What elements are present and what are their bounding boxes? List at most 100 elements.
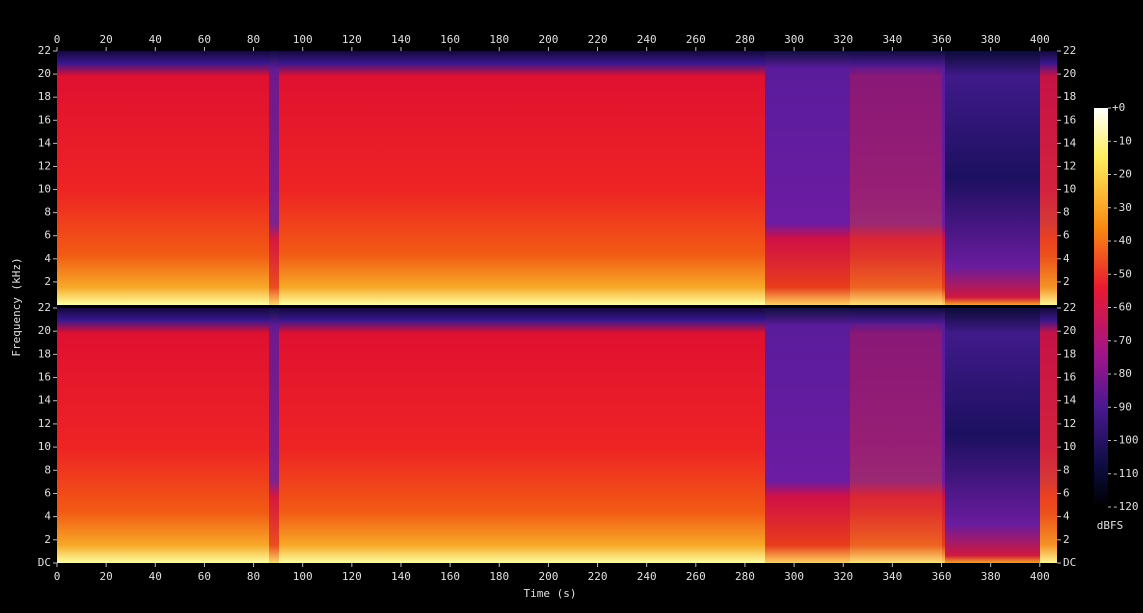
x-tick-label: 40 [149,33,162,46]
x-tick-label: 200 [538,33,558,46]
x-tick-label: 380 [981,33,1001,46]
x-tick-label: 120 [342,570,362,583]
y-tick-label: 4 [44,510,51,523]
y-tick-label: 16 [1063,371,1076,384]
x-tick-label: 280 [735,33,755,46]
y-tick-label: 2 [44,533,51,546]
x-tick-label: 240 [637,33,657,46]
y-tick-label: 8 [44,206,51,219]
y-tick-label: 18 [38,90,51,103]
x-tick-label: 80 [247,33,260,46]
y-tick-label: 22 [1063,301,1076,314]
x-tick-label: 0 [54,33,61,46]
y-tick-label: 10 [38,183,51,196]
x-tick-label: 20 [100,570,113,583]
y-tick-label: 4 [44,252,51,265]
x-tick-label: 260 [686,33,706,46]
x-tick-label: 120 [342,33,362,46]
x-tick-label: 220 [588,33,608,46]
y-tick-label: 16 [38,113,51,126]
colorbar-tick-label: -40 [1112,234,1132,247]
x-tick-label: 260 [686,570,706,583]
y-tick-label: 2 [1063,275,1070,288]
y-tick-label: 18 [1063,347,1076,360]
x-tick-label: 180 [489,33,509,46]
y-tick-label: 4 [1063,252,1070,265]
x-axis-label: Time (s) [524,587,577,600]
y-tick-label: 20 [1063,67,1076,80]
x-tick-label: 240 [637,570,657,583]
x-tick-label: 180 [489,570,509,583]
y-tick-label: 2 [1063,533,1070,546]
colorbar-tick-label: -70 [1112,334,1132,347]
y-tick-label: 20 [38,67,51,80]
y-tick-label: 22 [38,44,51,57]
y-tick-label: 10 [38,440,51,453]
x-tick-label: 80 [247,570,260,583]
x-tick-label: 100 [293,33,313,46]
panel-top-image [57,51,1057,305]
x-tick-label: 340 [882,33,902,46]
y-tick-label: 8 [1063,206,1070,219]
y-tick-label: 14 [1063,394,1077,407]
y-tick-label: 8 [1063,463,1070,476]
y-tick-label: 8 [44,463,51,476]
x-tick-label: 60 [198,570,211,583]
y-tick-label: 10 [1063,440,1076,453]
y-tick-label: 20 [1063,324,1076,337]
y-tick-label: DC [1063,556,1076,569]
y-tick-label: 18 [38,347,51,360]
colorbar-tick-label: -100 [1112,434,1139,447]
x-tick-label: 340 [882,570,902,583]
y-tick-label: 6 [44,229,51,242]
colorbar-tick-label: -30 [1112,201,1132,214]
x-tick-label: 360 [932,570,952,583]
y-tick-label: 22 [38,301,51,314]
x-tick-label: 100 [293,570,313,583]
x-tick-label: 300 [784,570,804,583]
y-tick-label: DC [38,556,51,569]
y-tick-label: 6 [1063,229,1070,242]
colorbar-tick-label: -120 [1112,500,1139,513]
y-tick-label: 18 [1063,90,1076,103]
colorbar [1094,108,1108,507]
x-tick-label: 380 [981,570,1001,583]
x-tick-label: 200 [538,570,558,583]
colorbar-label: dBFS [1097,519,1124,532]
x-tick-label: 280 [735,570,755,583]
y-tick-label: 2 [44,275,51,288]
colorbar-tick-label: +0 [1112,101,1125,114]
y-tick-label: 4 [1063,510,1070,523]
y-tick-label: 12 [1063,159,1076,172]
x-tick-label: 320 [833,570,853,583]
y-tick-label: 22 [1063,44,1076,57]
colorbar-tick-label: -10 [1112,134,1132,147]
x-tick-label: 140 [391,570,411,583]
x-tick-label: 0 [54,570,61,583]
y-tick-label: 6 [44,486,51,499]
x-tick-label: 360 [932,33,952,46]
x-tick-label: 40 [149,570,162,583]
colorbar-tick-label: -50 [1112,267,1132,280]
colorbar-tick-label: -20 [1112,168,1132,181]
x-tick-label: 400 [1030,570,1050,583]
x-tick-label: 400 [1030,33,1050,46]
x-tick-label: 60 [198,33,211,46]
x-tick-label: 140 [391,33,411,46]
x-tick-label: 220 [588,570,608,583]
colorbar-tick-label: -80 [1112,367,1132,380]
y-tick-label: 20 [38,324,51,337]
y-tick-label: 12 [38,417,51,430]
y-tick-label: 14 [1063,136,1077,149]
colorbar-tick-label: -110 [1112,467,1139,480]
y-tick-label: 16 [38,371,51,384]
y-axis-label: Frequency (kHz) [10,257,23,356]
y-tick-label: 12 [38,159,51,172]
x-tick-label: 300 [784,33,804,46]
y-tick-label: 12 [1063,417,1076,430]
colorbar-tick-label: -60 [1112,301,1132,314]
y-tick-label: 6 [1063,486,1070,499]
panel-bottom-image [57,308,1057,563]
x-tick-label: 160 [440,570,460,583]
